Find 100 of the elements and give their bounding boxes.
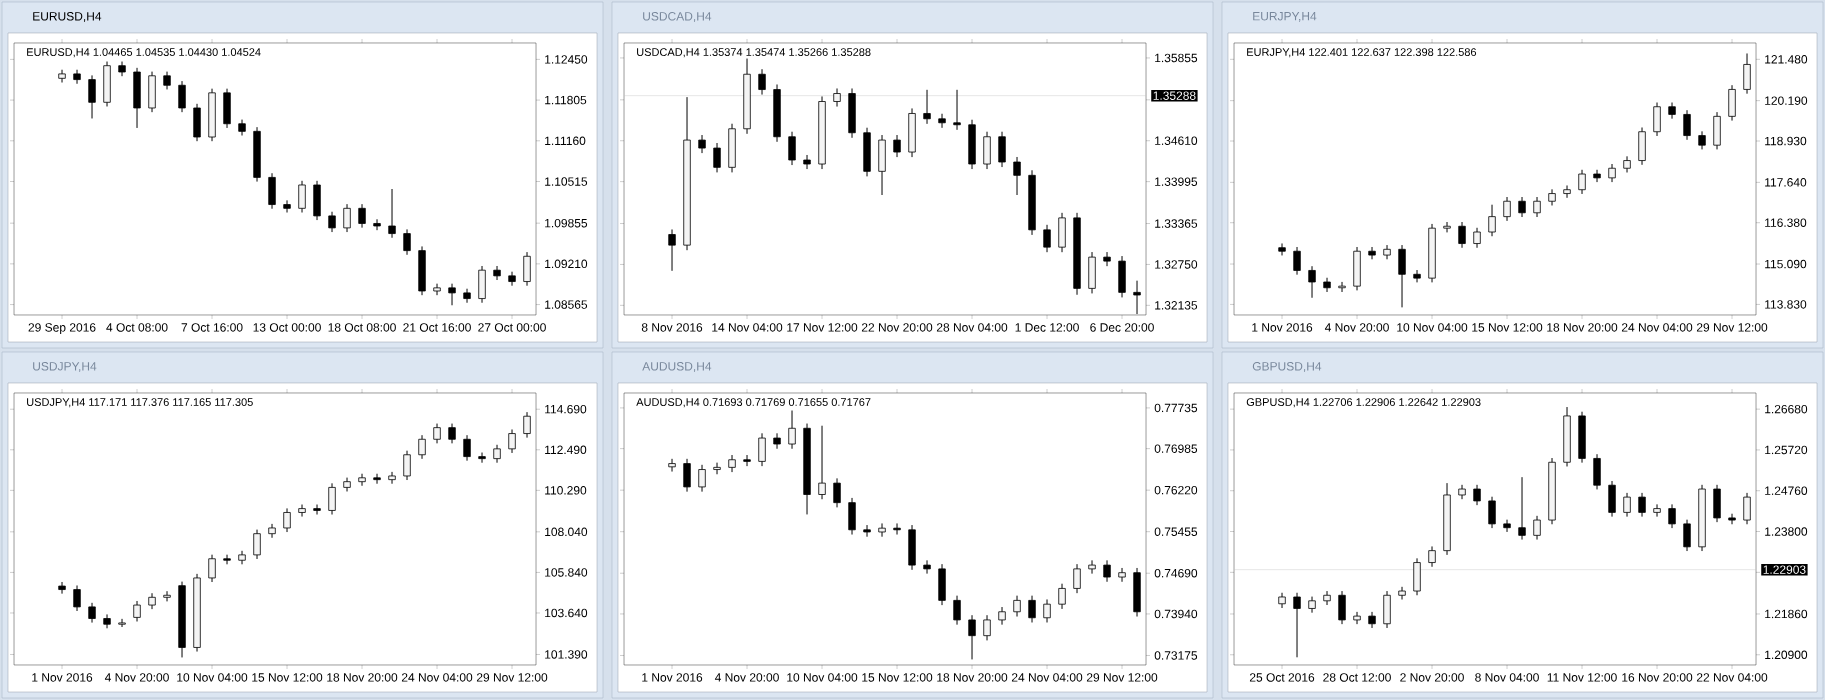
candlestick	[878, 134, 886, 196]
candlestick	[728, 123, 736, 173]
x-tick-label: 18 Oct 08:00	[328, 323, 396, 332]
x-tick-label: 4 Oct 08:00	[106, 323, 168, 332]
candlestick	[223, 554, 231, 565]
candlestick	[1668, 504, 1676, 529]
x-tick-label: 8 Nov 04:00	[1475, 673, 1539, 682]
candlestick	[343, 204, 351, 233]
candlestick	[283, 508, 291, 533]
candlestick	[893, 523, 901, 535]
candlestick	[1278, 243, 1286, 256]
candlestick	[1563, 185, 1571, 198]
candlestick	[698, 464, 706, 492]
x-tick-label: 24 Nov 04:00	[401, 673, 473, 682]
y-tick-label: 1.11160	[545, 136, 586, 146]
x-tick-label: 15 Nov 12:00	[862, 673, 933, 682]
candlestick	[1638, 127, 1646, 165]
candlestick	[73, 69, 81, 84]
chart-title: GBPUSD,H4	[1252, 362, 1322, 372]
candlestick	[968, 615, 976, 660]
candlestick	[1458, 221, 1466, 248]
candlestick	[358, 204, 366, 228]
candlestick	[1118, 567, 1126, 582]
candlestick	[1413, 558, 1421, 596]
candlestick	[478, 452, 486, 463]
y-tick-label: 1.32750	[1155, 260, 1198, 269]
candlestick	[1118, 255, 1126, 298]
candlestick	[833, 478, 841, 508]
candlestick	[773, 84, 781, 142]
candlestick	[523, 412, 531, 438]
candlestick	[1443, 221, 1451, 233]
y-tick-label: 1.32135	[1155, 301, 1198, 310]
chart-title: USDJPY,H4	[33, 362, 97, 372]
candlestick	[1013, 595, 1021, 617]
candlestick	[1623, 492, 1631, 517]
candlestick	[923, 89, 931, 124]
x-tick-label: 1 Nov 2016	[32, 673, 93, 682]
candlestick	[463, 288, 471, 303]
candlestick	[788, 410, 796, 449]
candlestick	[863, 127, 871, 177]
candlestick	[1323, 277, 1331, 293]
y-tick-label: 116.380	[1765, 218, 1807, 227]
candlestick	[193, 103, 201, 142]
candlestick	[1683, 110, 1691, 140]
candlestick	[373, 473, 381, 484]
candlestick	[773, 433, 781, 449]
candlestick	[758, 433, 766, 467]
candlestick	[1698, 484, 1706, 552]
x-tick-label: 1 Nov 2016	[642, 673, 703, 682]
candlestick	[1383, 590, 1391, 629]
y-tick-label: 121.480	[1765, 55, 1808, 64]
candlestick	[73, 585, 81, 612]
y-tick-label: 105.840	[545, 568, 588, 577]
candlestick	[1518, 196, 1526, 218]
candlestick	[938, 113, 946, 128]
candlestick	[1028, 170, 1036, 236]
candlestick	[283, 200, 291, 213]
candlestick	[1503, 196, 1511, 221]
y-tick-label: 1.09855	[545, 218, 588, 228]
candlestick	[1743, 53, 1751, 94]
candlestick	[1608, 163, 1616, 183]
candlestick	[448, 423, 456, 444]
candlestick	[58, 69, 66, 83]
candlestick	[388, 471, 396, 484]
candlestick	[818, 425, 826, 500]
candlestick	[743, 58, 751, 134]
candlestick	[1503, 519, 1511, 533]
y-tick-label: 1.33995	[1155, 177, 1198, 186]
candlestick	[178, 80, 186, 113]
candlestick	[1668, 102, 1676, 119]
y-tick-label: 1.12450	[545, 55, 588, 64]
x-tick-label: 24 Nov 04:00	[1011, 673, 1083, 682]
candlestick	[328, 211, 336, 233]
x-tick-label: 22 Nov 20:00	[861, 323, 933, 332]
candlestick	[1278, 592, 1286, 609]
candlestick	[313, 180, 321, 221]
candlestick	[848, 88, 856, 138]
candlestick	[698, 134, 706, 154]
candlestick	[908, 108, 916, 158]
x-tick-label: 13 Oct 00:00	[253, 323, 321, 332]
x-tick-label: 1 Dec 12:00	[1015, 323, 1079, 332]
candlestick	[1593, 454, 1601, 490]
x-tick-label: 7 Oct 16:00	[181, 323, 243, 332]
candlestick	[818, 96, 826, 170]
x-tick-label: 29 Sep 2016	[28, 323, 96, 335]
candlestick	[1623, 156, 1631, 173]
candlestick	[103, 61, 111, 107]
chart-subtitle: USDCAD,H4 1.35374 1.35474 1.35266 1.35288	[637, 48, 871, 58]
chart-subtitle: EURUSD,H4 1.04465 1.04535 1.04430 1.04524	[27, 48, 261, 58]
candlestick	[878, 523, 886, 537]
candlestick	[1133, 567, 1141, 617]
y-tick-label: 1.10515	[545, 177, 588, 186]
x-tick-label: 2 Nov 20:00	[1400, 673, 1464, 682]
x-tick-label: 1 Nov 2016	[1252, 323, 1313, 332]
candlestick	[358, 473, 366, 486]
candlestick	[433, 423, 441, 444]
y-tick-label: 1.21860	[1765, 609, 1808, 619]
x-tick-label: 27 Oct 00:00	[478, 323, 546, 332]
candlestick	[178, 581, 186, 658]
candlestick	[683, 458, 691, 492]
